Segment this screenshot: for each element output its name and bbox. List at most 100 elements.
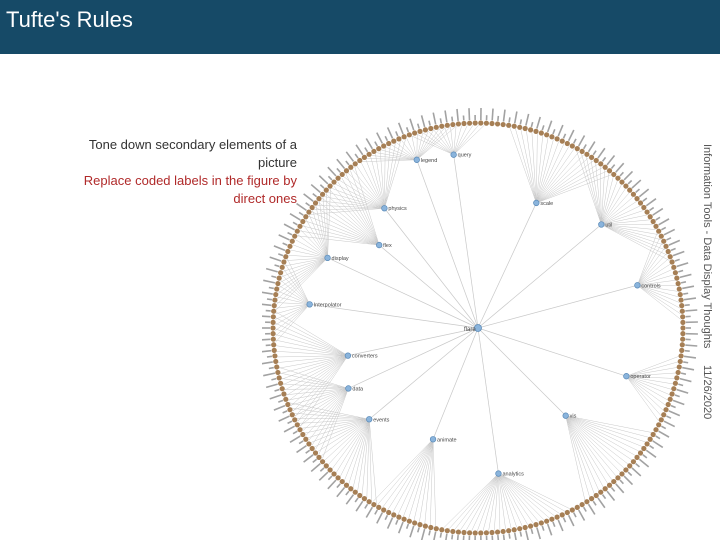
tree-leaf-node	[637, 450, 644, 456]
tree-internal-node	[598, 221, 605, 228]
tree-leaf-label-mark	[682, 285, 695, 290]
tree-leaf-node	[606, 168, 613, 174]
tree-leaf-link	[416, 128, 440, 160]
tree-leaf-node	[472, 530, 478, 536]
tree-leaf-link	[498, 473, 523, 527]
tree-branch-link	[348, 327, 479, 389]
tree-leaf-label-mark	[670, 247, 676, 252]
tree-leaf-label-mark	[508, 533, 511, 539]
tree-leaf-link	[319, 200, 385, 209]
tree-leaf-link	[439, 128, 454, 155]
tree-leaf-link	[287, 258, 310, 305]
tree-leaf-link	[565, 415, 590, 498]
tree-leaf-link	[590, 159, 602, 225]
tree-leaf-node	[461, 529, 467, 536]
tree-leaf-link	[453, 125, 462, 155]
tree-leaf-label-mark	[623, 170, 634, 181]
tree-leaf-node	[680, 330, 686, 337]
tree-leaf-label-mark	[645, 449, 657, 458]
tree-leaf-link	[375, 152, 385, 209]
tree-leaf-link	[305, 220, 380, 246]
tree-leaf-link	[384, 138, 407, 209]
tree-leaf-link	[301, 419, 370, 429]
tree-leaf-label-mark	[296, 444, 307, 454]
tree-leaf-label-mark	[582, 144, 587, 150]
tree-leaf-link	[626, 375, 675, 379]
tree-leaf-label-mark	[610, 487, 616, 492]
tree-leaf-node	[584, 499, 590, 505]
tree-leaf-node	[680, 314, 686, 320]
tree-leaf-node	[335, 175, 341, 181]
tree-leaf-link	[601, 224, 664, 246]
tree-leaf-link	[350, 170, 380, 246]
tree-leaf-link	[282, 257, 328, 272]
tree-leaf-link	[370, 155, 385, 209]
tree-leaf-link	[595, 162, 602, 225]
tree-leaf-link	[424, 439, 434, 524]
tree-leaf-label-mark	[262, 338, 271, 341]
tree-leaf-link	[320, 419, 370, 457]
tree-branch-label: scale	[540, 201, 553, 207]
bullet-item: Tone down secondary elements of a pictur…	[88, 137, 297, 170]
tree-leaf-link	[368, 419, 377, 504]
tree-leaf-label-mark	[642, 454, 648, 459]
tree-leaf-link	[626, 361, 679, 377]
tree-leaf-link	[416, 131, 429, 160]
tree-leaf-label-mark	[345, 160, 350, 166]
tree-leaf-link	[637, 280, 676, 286]
tree-leaf-link	[380, 149, 417, 161]
tree-leaf-node	[357, 157, 363, 164]
tree-leaf-node	[270, 330, 276, 337]
tree-leaf-link	[341, 177, 380, 246]
tree-leaf-node	[439, 123, 445, 129]
tree-leaf-label-mark	[508, 117, 511, 123]
tree-leaf-link	[275, 334, 348, 356]
tree-labels: flare animate data display flex physics query s…	[262, 108, 698, 540]
tree-leaf-link	[601, 219, 650, 225]
tree-leaf-node	[569, 507, 575, 513]
tree-leaf-link	[333, 185, 380, 246]
tree-leaf-link	[417, 134, 454, 155]
tree-leaf-link	[275, 311, 349, 356]
tree-leaf-node	[444, 122, 450, 128]
tree-leaf-node	[517, 526, 523, 532]
tree-leaf-node	[569, 143, 575, 149]
tree-leaf-node	[680, 336, 686, 342]
tree-leaf-node	[391, 138, 397, 144]
tree-leaf-label-mark	[652, 207, 664, 216]
tree-leaf-link	[329, 189, 380, 246]
tree-leaf-link	[637, 253, 667, 286]
tree-leaf-link	[454, 473, 499, 530]
tree-leaf-link	[283, 269, 310, 305]
tree-leaf-link	[637, 269, 673, 286]
tree-leaf-link	[302, 225, 380, 246]
tree-leaf-link	[397, 439, 434, 515]
tree-leaf-label-mark	[530, 528, 534, 535]
tree-leaf-link	[275, 345, 348, 356]
tree-internal-node	[634, 282, 641, 289]
tree-leaf-node	[598, 161, 604, 167]
tree-leaf-label-mark	[397, 122, 404, 135]
tree-leaf-node	[647, 436, 653, 442]
tree-leaf-label-mark	[502, 534, 505, 540]
tree-leaf-node	[312, 200, 319, 206]
tree-leaf-link	[403, 439, 434, 517]
tree-leaf-label-mark	[536, 527, 542, 540]
tree-leaf-node	[371, 501, 377, 508]
tree-leaf-link	[384, 147, 386, 209]
tree-leaf-link	[536, 137, 549, 203]
tree-leaf-link	[290, 388, 349, 406]
tree-leaf-label-mark	[268, 366, 274, 370]
tree-internal-node	[562, 412, 569, 419]
tree-leaf-link	[432, 439, 437, 527]
tree-leaf-label-mark	[674, 258, 680, 262]
tree-leaf-node	[494, 529, 501, 535]
tree-leaf-node	[366, 151, 372, 157]
tree-leaf-label-mark	[679, 273, 692, 279]
tree-leaf-label-mark	[572, 138, 577, 144]
tree-leaf-label-mark	[451, 116, 454, 122]
tree-internal-node	[429, 436, 437, 443]
tree-leaf-label-mark	[676, 262, 689, 268]
tree-leaf-node	[589, 154, 595, 160]
tree-leaf-node	[272, 297, 278, 303]
